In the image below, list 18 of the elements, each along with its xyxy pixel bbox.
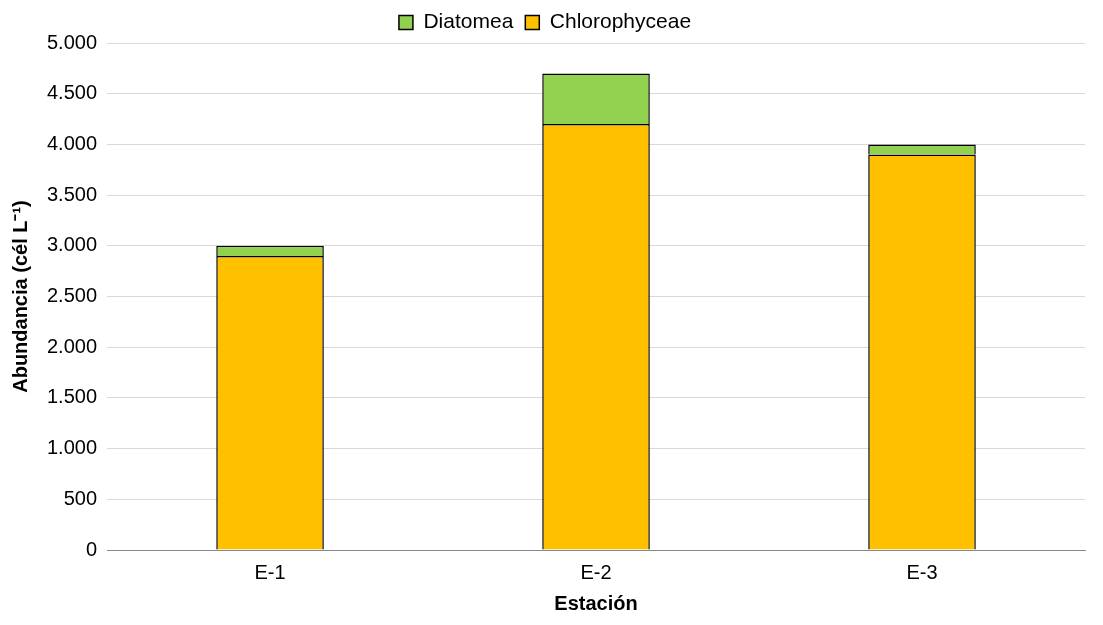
y-tick-label: 4.500 — [46, 81, 98, 104]
y-tick-label: 0 — [85, 537, 98, 560]
x-tick-label: E-2 — [580, 560, 612, 583]
y-tick-label: 2.500 — [46, 284, 98, 307]
y-tick-label: 3.000 — [46, 233, 98, 256]
y-tick-label: 4.000 — [46, 131, 98, 154]
y-tick-label: 500 — [63, 486, 98, 509]
y-tick-label: 1.500 — [46, 385, 98, 408]
y-tick-label: 3.500 — [46, 182, 98, 205]
y-axis-title: Abundancia (cél L⁻¹) — [8, 200, 31, 393]
y-tick-label: 5.000 — [46, 30, 98, 53]
x-tick-label: E-1 — [254, 560, 286, 583]
x-tick-label: E-3 — [906, 560, 938, 583]
legend-label: Chlorophyceae — [549, 9, 692, 33]
legend-label: Diatomea — [423, 9, 514, 33]
y-tick-label: 2.000 — [46, 334, 98, 357]
x-axis-title: Estación — [554, 591, 638, 614]
y-tick-label: 1.000 — [46, 436, 98, 459]
